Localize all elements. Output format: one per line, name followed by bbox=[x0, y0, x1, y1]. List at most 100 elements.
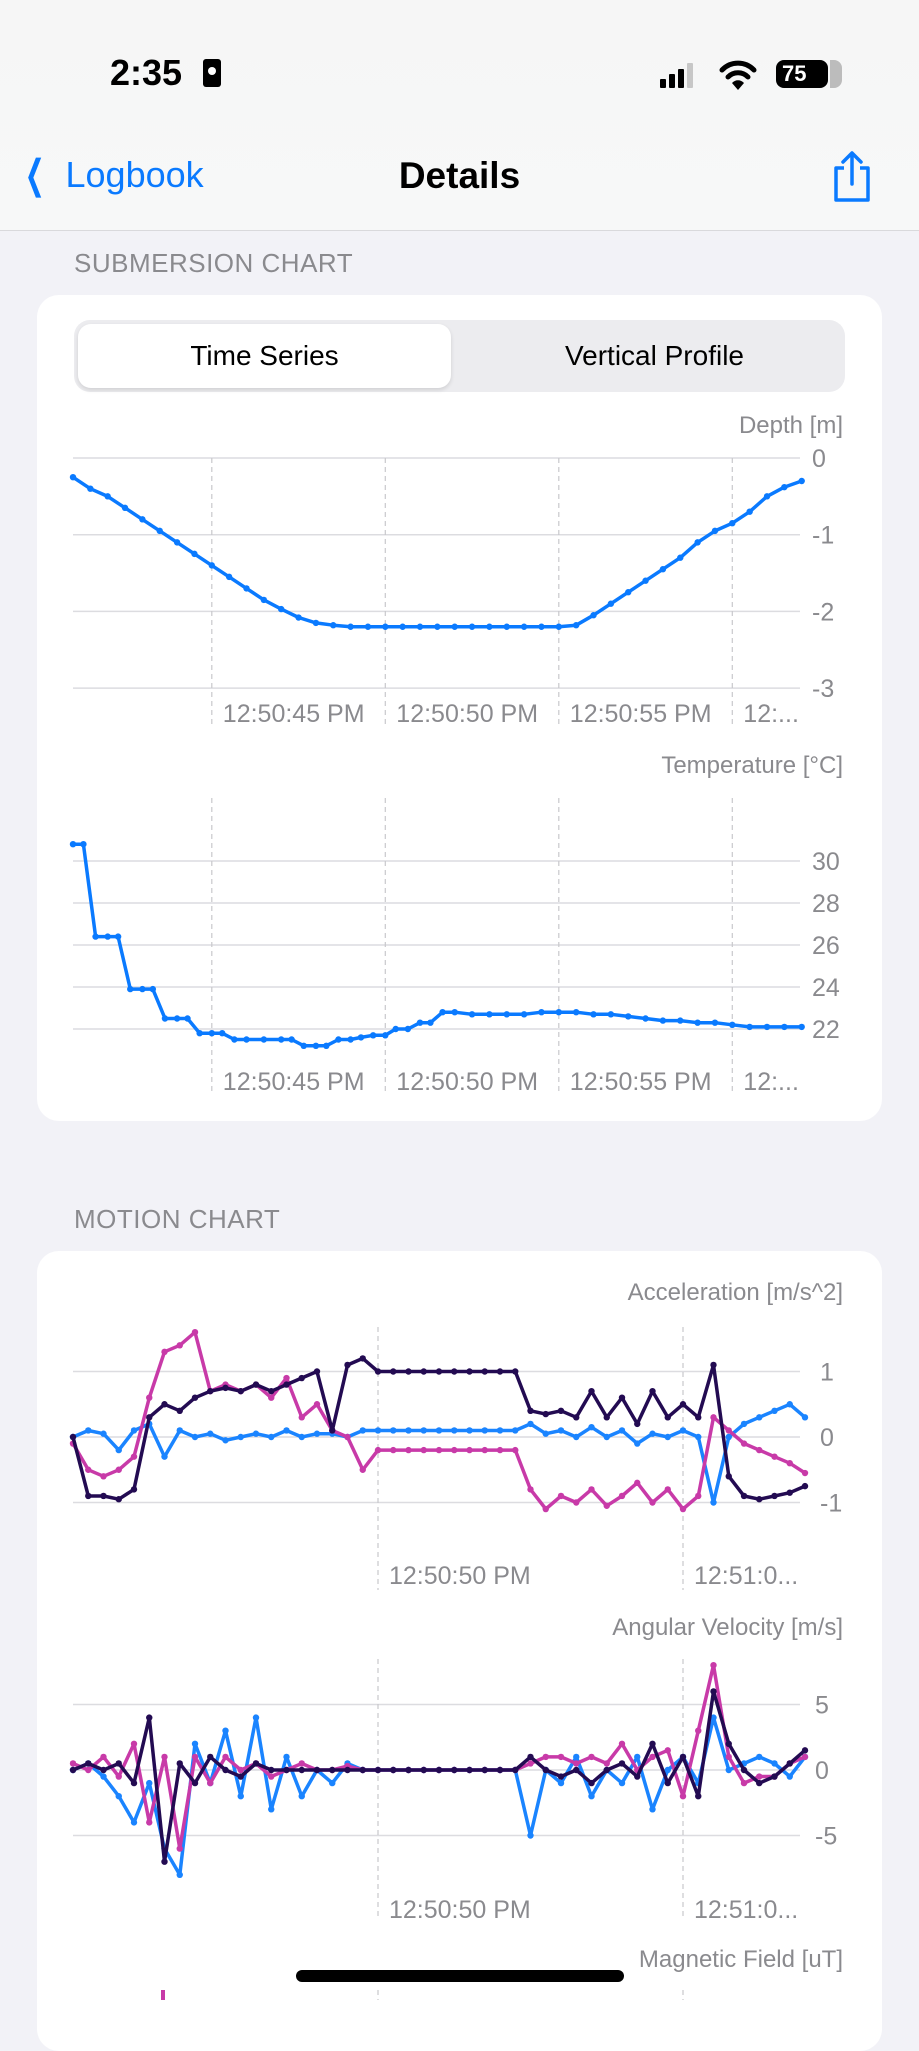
data-point bbox=[649, 1806, 656, 1813]
data-point bbox=[786, 1773, 793, 1780]
data-point bbox=[607, 1011, 615, 1018]
data-point bbox=[85, 1466, 92, 1473]
data-point bbox=[435, 1368, 443, 1375]
data-point bbox=[416, 623, 424, 630]
data-point bbox=[781, 483, 788, 491]
data-point bbox=[434, 623, 441, 630]
data-point bbox=[588, 1753, 595, 1761]
data-point bbox=[649, 1753, 656, 1761]
data-point bbox=[268, 1766, 275, 1774]
data-point bbox=[618, 1394, 626, 1401]
share-icon[interactable] bbox=[830, 150, 874, 204]
temperature-series-temperature bbox=[69, 841, 805, 1050]
data-point bbox=[486, 623, 493, 630]
data-point bbox=[590, 1011, 597, 1018]
back-button[interactable]: ❮ Logbook bbox=[18, 152, 204, 198]
data-point bbox=[130, 1427, 138, 1434]
data-point bbox=[298, 1433, 305, 1441]
data-point bbox=[649, 1740, 656, 1748]
data-point bbox=[298, 1374, 305, 1382]
data-point bbox=[222, 1727, 229, 1734]
data-point bbox=[115, 1773, 122, 1780]
data-point bbox=[481, 1446, 488, 1454]
data-point bbox=[191, 1433, 199, 1441]
data-point bbox=[288, 1036, 295, 1043]
data-point bbox=[573, 1499, 580, 1506]
data-point bbox=[573, 1766, 580, 1774]
data-point bbox=[695, 1433, 702, 1441]
data-point bbox=[104, 933, 111, 940]
data-point bbox=[313, 1430, 321, 1437]
data-point bbox=[679, 1427, 687, 1434]
data-point bbox=[252, 1381, 260, 1388]
acceleration-series-x bbox=[69, 1401, 809, 1506]
data-point bbox=[512, 1446, 519, 1454]
data-point bbox=[603, 1502, 610, 1509]
y-tick-label: -5 bbox=[815, 1823, 837, 1851]
data-point bbox=[104, 493, 111, 500]
magnetic-field-axis-label: Magnetic Field [uT] bbox=[638, 1946, 843, 1973]
data-point bbox=[390, 1427, 397, 1434]
data-point bbox=[710, 1361, 717, 1369]
data-point bbox=[347, 1036, 354, 1043]
data-point bbox=[283, 1753, 290, 1761]
segment-vertical-profile[interactable]: Vertical Profile bbox=[565, 340, 744, 371]
y-tick-label: -2 bbox=[812, 598, 834, 626]
data-point bbox=[149, 985, 157, 993]
data-point bbox=[222, 1753, 229, 1761]
data-point bbox=[313, 1401, 321, 1408]
data-point bbox=[801, 1482, 809, 1490]
data-point bbox=[252, 1714, 260, 1721]
data-point bbox=[268, 1387, 275, 1395]
data-point bbox=[219, 1030, 226, 1037]
data-point bbox=[330, 622, 337, 629]
data-point bbox=[369, 1032, 377, 1039]
data-point bbox=[222, 1437, 229, 1444]
x-tick-label: 12:50:55 PM bbox=[570, 700, 712, 728]
data-point bbox=[268, 1806, 275, 1813]
data-point bbox=[503, 1011, 510, 1018]
data-point bbox=[573, 1414, 580, 1421]
data-point bbox=[359, 1466, 366, 1473]
data-point bbox=[729, 1021, 736, 1028]
data-point bbox=[555, 1009, 562, 1016]
data-point bbox=[572, 1009, 580, 1016]
submersion-section-header: SUBMERSION CHART bbox=[74, 248, 354, 278]
data-point bbox=[557, 1427, 565, 1434]
data-point bbox=[139, 985, 146, 993]
data-point bbox=[100, 1766, 107, 1774]
data-point bbox=[374, 1368, 382, 1375]
data-point bbox=[404, 1025, 412, 1033]
data-point bbox=[191, 550, 198, 558]
data-point bbox=[191, 1779, 199, 1787]
segment-time-series[interactable]: Time Series bbox=[78, 324, 451, 388]
data-point bbox=[451, 1446, 458, 1454]
x-tick-label: 12:50:55 PM bbox=[570, 1068, 712, 1096]
data-point bbox=[642, 1015, 649, 1022]
data-point bbox=[420, 1427, 427, 1434]
data-point bbox=[237, 1773, 244, 1780]
data-point bbox=[313, 1766, 321, 1774]
data-point bbox=[710, 1714, 717, 1721]
data-point bbox=[176, 1760, 183, 1767]
data-point bbox=[677, 554, 684, 561]
data-point bbox=[695, 1727, 702, 1734]
data-point bbox=[557, 1773, 565, 1780]
data-point bbox=[659, 1017, 667, 1024]
data-point bbox=[677, 1017, 684, 1024]
y-tick-label: -3 bbox=[812, 675, 834, 703]
data-point bbox=[771, 1760, 778, 1767]
data-point bbox=[649, 1499, 656, 1506]
data-point bbox=[312, 619, 320, 627]
data-point bbox=[496, 1427, 504, 1434]
data-point bbox=[679, 1505, 687, 1513]
data-point bbox=[439, 1009, 446, 1016]
data-point bbox=[503, 623, 510, 630]
data-point bbox=[69, 1760, 77, 1767]
data-point bbox=[786, 1460, 793, 1467]
data-point bbox=[588, 1423, 595, 1431]
acceleration-series-z bbox=[69, 1355, 809, 1503]
data-point bbox=[798, 1023, 805, 1031]
data-point bbox=[146, 1819, 153, 1826]
home-indicator[interactable] bbox=[296, 1970, 624, 1982]
